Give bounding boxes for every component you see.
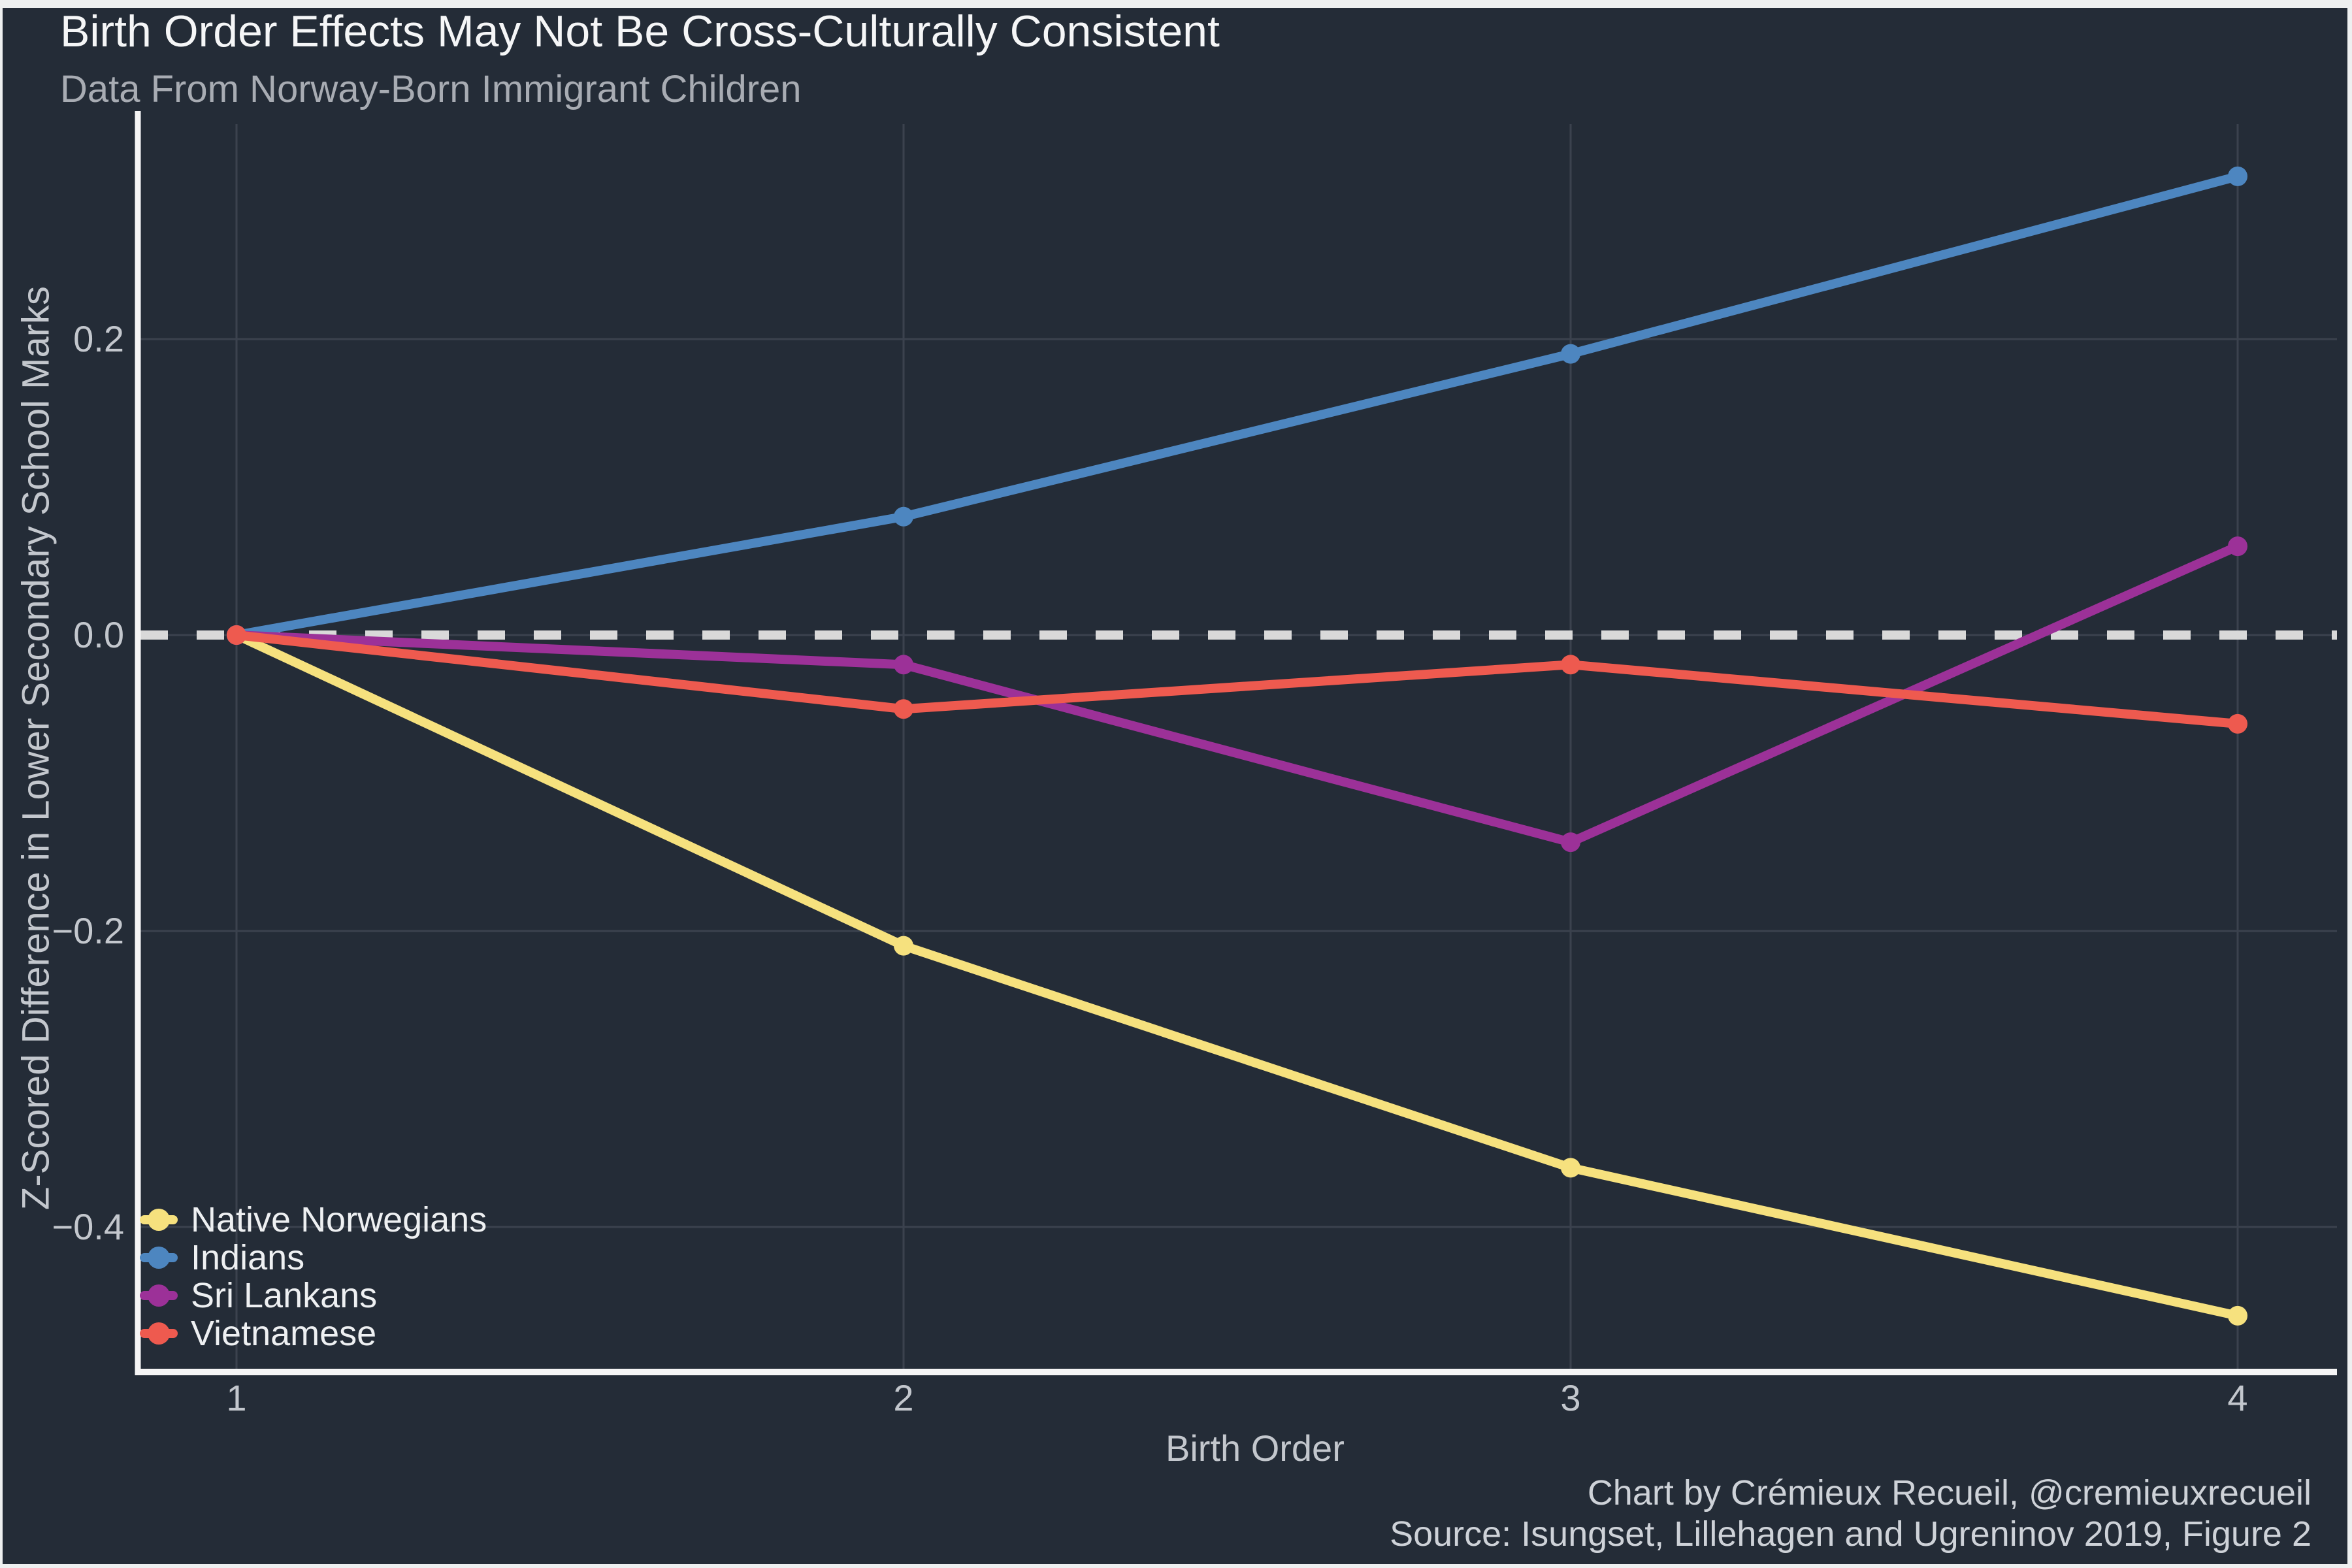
data-point xyxy=(1561,344,1580,364)
attribution-footer: Chart by Crémieux Recueil, @cremieuxrecu… xyxy=(1390,1473,2311,1555)
figure-border-left xyxy=(0,0,3,1568)
x-axis-title: Birth Order xyxy=(1166,1428,1345,1469)
chart-source: Source: Isungset, Lillehagen and Ugrenin… xyxy=(1390,1514,2311,1554)
data-point xyxy=(1561,832,1580,853)
y-tick-label: 0.2 xyxy=(73,318,124,359)
y-tick-label: 0.0 xyxy=(73,614,124,655)
x-tick-label: 4 xyxy=(2227,1377,2248,1418)
legend-marker-icon xyxy=(140,1284,178,1307)
series-native-norwegians xyxy=(227,625,2247,1326)
y-tick-label: −0.2 xyxy=(52,910,124,951)
data-point xyxy=(2228,1305,2247,1326)
data-point xyxy=(2228,536,2247,557)
figure-border-top xyxy=(0,0,2352,8)
chart-credit: Chart by Crémieux Recueil, @cremieuxrecu… xyxy=(1587,1473,2311,1512)
data-point xyxy=(894,699,913,719)
series-vietnamese xyxy=(227,625,2247,734)
data-point xyxy=(1561,1158,1580,1178)
data-point xyxy=(894,655,913,675)
legend-label: Indians xyxy=(191,1238,305,1277)
x-tick-label: 2 xyxy=(893,1377,914,1418)
figure-border-bottom xyxy=(0,1564,2352,1568)
legend-marker-icon xyxy=(140,1322,178,1345)
chart-legend: Native Norwegians Indians Sri Lankans Vietn… xyxy=(140,1200,487,1353)
data-point xyxy=(894,936,913,956)
figure-border-right xyxy=(2347,0,2352,1568)
legend-label: Vietnamese xyxy=(191,1314,377,1353)
data-point xyxy=(894,506,913,527)
x-tick-label: 1 xyxy=(226,1377,247,1418)
data-point xyxy=(2228,713,2247,734)
x-tick-label: 3 xyxy=(1560,1377,1581,1418)
gridlines xyxy=(140,124,2337,1372)
legend-item: Indians xyxy=(140,1238,487,1277)
y-axis-title: Z-Scored Difference in Lower Secondary S… xyxy=(14,286,57,1211)
legend-item: Sri Lankans xyxy=(140,1276,487,1315)
legend-marker-icon xyxy=(140,1208,178,1232)
data-point xyxy=(1561,655,1580,675)
y-tick-label: −0.4 xyxy=(52,1206,124,1247)
legend-item: Vietnamese xyxy=(140,1314,487,1353)
legend-marker-icon xyxy=(140,1246,178,1269)
data-point xyxy=(2228,166,2247,186)
series-indians xyxy=(227,166,2247,645)
data-point xyxy=(227,625,246,645)
legend-label: Sri Lankans xyxy=(191,1276,378,1315)
chart-title: Birth Order Effects May Not Be Cross-Cul… xyxy=(60,7,1220,56)
legend-item: Native Norwegians xyxy=(140,1200,487,1239)
legend-label: Native Norwegians xyxy=(191,1200,487,1239)
chart-subtitle: Data From Norway-Born Immigrant Children xyxy=(60,68,802,110)
